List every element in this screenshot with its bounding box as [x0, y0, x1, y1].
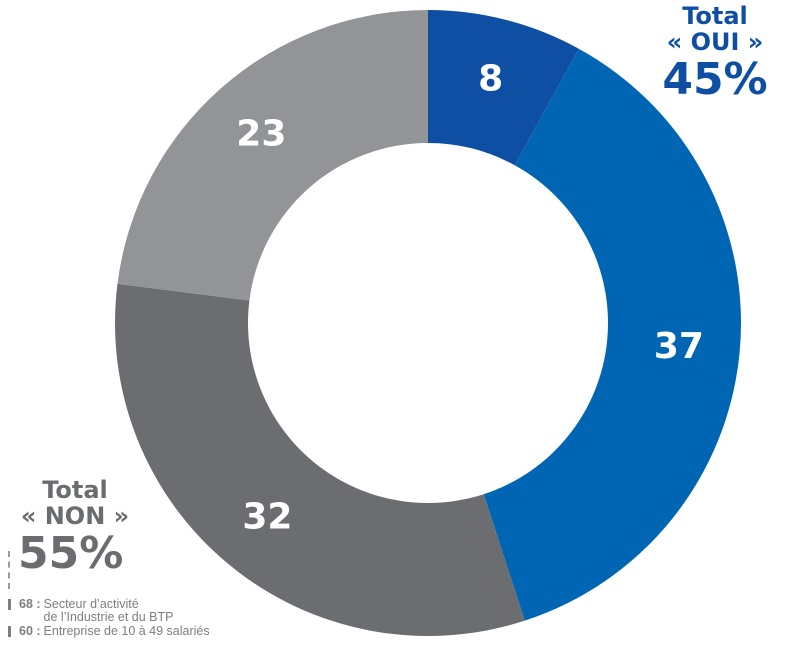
donut-slices — [114, 10, 741, 636]
footnote-number: 68 : — [19, 597, 41, 611]
donut-slice-1 — [428, 10, 579, 166]
donut-slice-2 — [483, 48, 741, 621]
donut-slice-4 — [117, 10, 428, 301]
total-oui-block: Total « OUI » 45% — [640, 2, 788, 105]
footnote-text: Entreprise de 10 à 49 salariés — [43, 624, 210, 638]
footnotes: 68 : Secteur d’activité de l’Industrie e… — [8, 598, 210, 639]
footnote-text: Secteur d’activité de l’Industrie et du … — [43, 597, 174, 624]
total-non-block: Total « NON » 55% — [0, 476, 150, 579]
footnote-bar — [8, 599, 11, 610]
total-non-percent: 55% — [18, 527, 124, 579]
donut-slice-3 — [114, 283, 525, 636]
total-oui-percent: 45% — [662, 53, 768, 105]
footnote-number: 60 : — [19, 624, 41, 638]
total-oui-label: « OUI » — [666, 27, 764, 56]
footnote-item: 60 : Entreprise de 10 à 49 salariés — [8, 625, 210, 638]
slice-value-label: 23 — [236, 113, 286, 154]
footnote-item: 68 : Secteur d’activité de l’Industrie e… — [8, 598, 210, 624]
donut-slice-labels: 8 37 32 23 — [236, 58, 704, 537]
slice-value-label: 37 — [654, 326, 704, 367]
footnote-bar — [8, 626, 11, 637]
total-oui-word: Total — [682, 2, 748, 30]
total-non-label: « NON » — [20, 501, 130, 530]
slice-value-label: 8 — [478, 58, 503, 99]
slice-value-label: 32 — [242, 497, 292, 538]
total-non-word: Total — [42, 476, 108, 504]
dashed-divider — [8, 551, 12, 589]
